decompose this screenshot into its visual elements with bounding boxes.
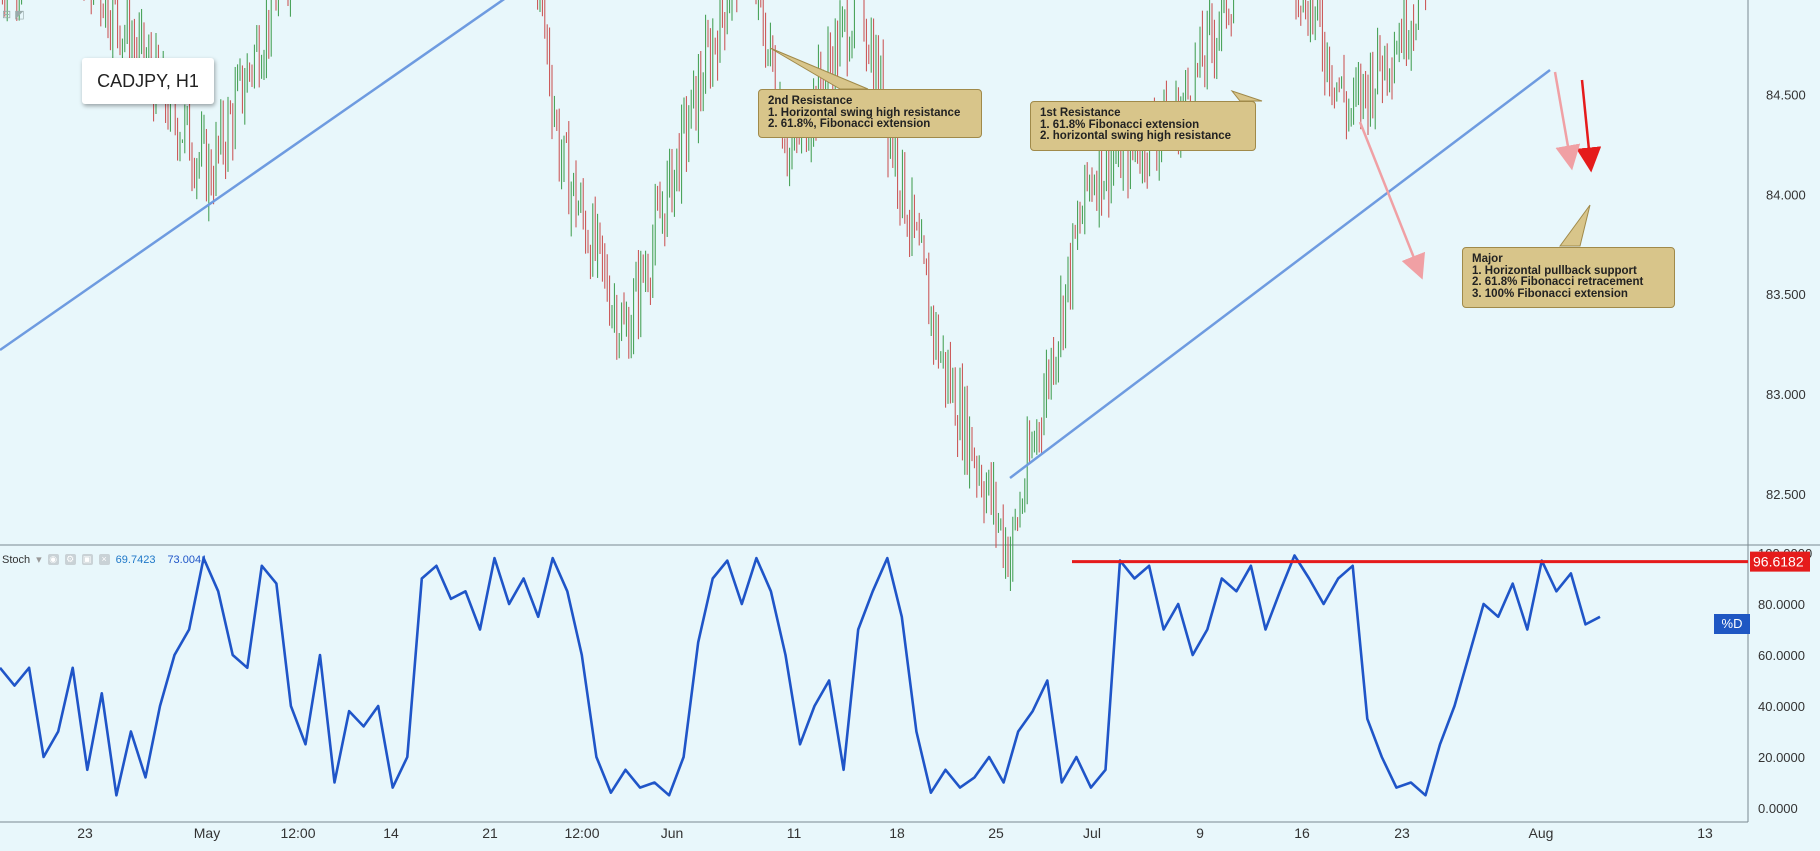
uptrend-line-1 bbox=[0, 0, 506, 352]
time-tick-label: 18 bbox=[889, 825, 905, 841]
price-tick-label: 82.500 bbox=[1766, 487, 1806, 502]
stoch-name: Stoch bbox=[2, 553, 31, 566]
stoch-tick-label: 80.0000 bbox=[1758, 597, 1805, 612]
collapse-icon[interactable]: ⊟ bbox=[2, 9, 12, 21]
annotation-line: 3. 100% Fibonacci extension bbox=[1472, 287, 1628, 300]
time-tick-label: 23 bbox=[77, 825, 93, 841]
price-tick-label: 84.500 bbox=[1766, 88, 1806, 103]
visibility-icon[interactable]: ◉ bbox=[47, 554, 59, 565]
annotation-line: 1. Horizontal pullback support bbox=[1472, 264, 1637, 277]
stoch-tick-label: 40.0000 bbox=[1758, 699, 1805, 714]
settings-icon[interactable]: ⚙ bbox=[64, 554, 76, 565]
time-tick-label: 13 bbox=[1697, 825, 1713, 841]
maximize-icon[interactable]: ◩ bbox=[14, 9, 25, 21]
time-tick-label: 9 bbox=[1196, 825, 1204, 841]
time-tick-label: 23 bbox=[1394, 825, 1410, 841]
stoch-tick-label: 60.0000 bbox=[1758, 648, 1805, 663]
time-tick-label: Aug bbox=[1529, 825, 1554, 841]
price-axis-panel bbox=[1748, 0, 1820, 846]
stoch-header[interactable]: Stoch ▾ ◉ ⚙ ▣ × 69.7423 73.0041 bbox=[2, 553, 208, 567]
stoch-level-tag bbox=[1750, 551, 1810, 572]
price-tick-label: 84.000 bbox=[1766, 187, 1806, 202]
uptrend-line-2 bbox=[1009, 69, 1551, 479]
annotation-line: 2. 61.8%, Fibonacci extension bbox=[768, 118, 931, 130]
stoch-tick-label: 20.0000 bbox=[1758, 750, 1805, 765]
annotation-line: Major bbox=[1472, 253, 1503, 265]
annotation-line: 1. Horizontal swing high resistance bbox=[768, 106, 961, 119]
time-tick-label: 12:00 bbox=[564, 825, 599, 841]
close-icon[interactable]: × bbox=[98, 554, 110, 565]
annotation-line: 1. 61.8% Fibonacci extension bbox=[1040, 118, 1200, 131]
annotation-pointer bbox=[1230, 89, 1263, 102]
price-tick-label: 83.000 bbox=[1766, 387, 1806, 402]
chart-toolbar[interactable]: ⊟ ◩ bbox=[2, 8, 25, 21]
price-tick-label: 83.500 bbox=[1766, 287, 1806, 302]
stoch-d-value: 73.0041 bbox=[167, 553, 208, 566]
candles bbox=[1, 0, 1427, 591]
stoch-k-value: 69.7423 bbox=[115, 553, 156, 566]
annotation-1st-resistance[interactable]: 1st Resistance 1. 61.8% Fibonacci extens… bbox=[1030, 101, 1256, 151]
annotation-major-support[interactable]: Major 1. Horizontal pullback support 2. … bbox=[1462, 247, 1675, 308]
time-tick-label: 16 bbox=[1294, 825, 1310, 841]
stoch-d-badge: %D bbox=[1714, 614, 1750, 634]
format-icon[interactable]: ▣ bbox=[81, 554, 93, 565]
drop-arrow bbox=[1576, 79, 1602, 173]
time-tick-label: 21 bbox=[482, 825, 498, 841]
time-tick-label: May bbox=[194, 825, 220, 841]
time-tick-label: 12:00 bbox=[280, 825, 315, 841]
annotation-line: 1st Resistance bbox=[1040, 107, 1121, 119]
stoch-tick-label: 0.0000 bbox=[1758, 801, 1798, 816]
annotation-pointer bbox=[769, 47, 869, 90]
annotation-line: 2. horizontal swing high resistance bbox=[1040, 130, 1232, 142]
time-tick-label: Jul bbox=[1083, 825, 1101, 841]
time-tick-label: 11 bbox=[787, 825, 802, 841]
dropdown-icon[interactable]: ▾ bbox=[36, 554, 42, 566]
stoch-level-label: 96.6182 bbox=[1753, 554, 1804, 570]
pullback-arrow bbox=[1358, 121, 1426, 280]
annotation-2nd-resistance[interactable]: 2nd Resistance 1. Horizontal swing high … bbox=[758, 89, 982, 138]
time-tick-label: Jun bbox=[661, 825, 684, 841]
stoch-line bbox=[0, 554, 1601, 797]
time-tick-label: 25 bbox=[988, 825, 1004, 841]
annotation-line: 2nd Resistance bbox=[768, 95, 853, 107]
annotation-pointer bbox=[1559, 204, 1591, 247]
projection-arrow bbox=[1553, 71, 1581, 171]
annotation-line: 2. 61.8% Fibonacci retracement bbox=[1472, 276, 1644, 288]
symbol-label: CADJPY, H1 bbox=[82, 58, 214, 104]
time-tick-label: 14 bbox=[383, 825, 399, 841]
